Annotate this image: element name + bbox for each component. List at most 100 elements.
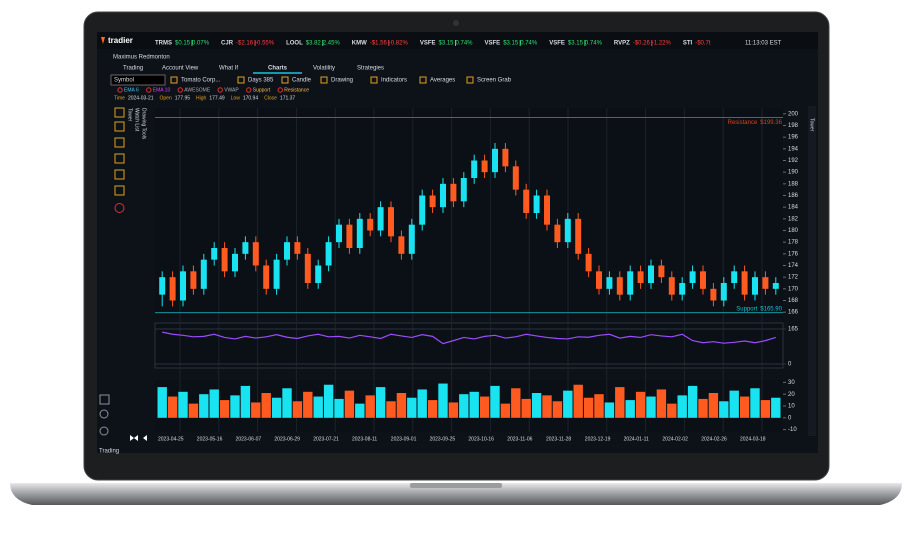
symbol-placeholder: Symbol [114, 78, 134, 84]
volume-bar [583, 397, 594, 418]
tab[interactable]: Trading [123, 66, 143, 72]
volume-bar [677, 395, 687, 418]
y-tick-label: 186 [788, 193, 799, 199]
y-tick-label: 172 [788, 275, 799, 281]
right-tab[interactable]: Tower [809, 118, 815, 132]
close-icon[interactable] [114, 203, 125, 213]
volume-bar [656, 389, 667, 418]
indicator: Support [253, 87, 271, 93]
ticker-change: -$0.7t [695, 41, 711, 47]
toolbar-icon [281, 76, 289, 84]
indicator-remove[interactable] [277, 87, 283, 93]
candle-body [460, 178, 467, 202]
ticker-percent: 0.74% [585, 41, 603, 47]
indicator-remove[interactable] [177, 87, 183, 93]
indicator: AWESOME [184, 87, 211, 93]
indicator-remove[interactable] [246, 87, 252, 93]
logo-icon [101, 37, 105, 44]
volume-bar [760, 400, 771, 418]
x-tick-label: 2023-08-11 [352, 436, 377, 442]
toolbar-icon [237, 76, 245, 84]
y-tick-label: 198 [788, 123, 799, 129]
scroll-arrows[interactable] [130, 435, 147, 441]
tab[interactable]: Strategies [357, 66, 384, 72]
candle-body [689, 271, 696, 283]
candle-body [762, 277, 769, 289]
candle-body [336, 224, 342, 243]
volume-bar [771, 397, 781, 418]
candle-body [169, 277, 176, 301]
symbol-input[interactable] [110, 74, 166, 86]
candle-body [575, 218, 582, 254]
indicator-remove[interactable] [146, 87, 152, 93]
volume-bar [698, 398, 708, 418]
volume-bar [219, 400, 230, 418]
toolbar-item[interactable]: Averages [430, 78, 455, 84]
volume-bar [407, 397, 417, 418]
x-tick-label: 2024-02-02 [662, 436, 688, 442]
side-tab[interactable]: Watch List [134, 108, 140, 132]
candle-body [658, 265, 665, 278]
quote-label: Open [160, 95, 172, 101]
volume-bar [511, 388, 521, 418]
volume-bar [635, 391, 646, 418]
volume-bar [448, 402, 459, 418]
toolbar-item[interactable]: Screen Grab [477, 78, 512, 84]
volume-bar [469, 391, 479, 418]
toolbar-item[interactable]: Tomato Corp... [181, 78, 221, 84]
toolbar-item[interactable]: Days 385 [248, 78, 274, 84]
x-tick-label: 2023-11-06 [507, 436, 532, 442]
clock: 11:13:03 EST [745, 41, 782, 47]
volume-bar [687, 385, 698, 418]
osc-tick-label: 165 [788, 327, 799, 333]
tab[interactable]: Charts [268, 66, 288, 72]
candle-body [408, 224, 415, 254]
volume-bar [386, 401, 396, 418]
ticker-symbol: VSFE [420, 41, 436, 47]
volume-bar [750, 388, 760, 418]
candle-body [492, 148, 498, 173]
bottom-tab[interactable]: Trading [99, 449, 119, 455]
indicator-remove[interactable] [117, 87, 123, 93]
volume-bar [334, 398, 344, 418]
volume-bar [157, 387, 167, 418]
toolbar-item[interactable]: Drawing [331, 78, 353, 84]
tab[interactable]: Account View [162, 66, 199, 72]
toolbar-item[interactable]: Indicators [381, 78, 407, 84]
vol-tick-label: 10 [788, 404, 795, 410]
account-name: Maximus Redmonton [113, 55, 170, 61]
side-tab[interactable]: Drawing Tools [141, 108, 147, 140]
volume-bar [573, 384, 583, 418]
candle-body [564, 218, 571, 243]
tab[interactable]: What If [219, 66, 238, 72]
tab[interactable]: Volatility [313, 66, 335, 72]
candle-body [616, 277, 623, 295]
y-tick-label: 182 [788, 216, 799, 222]
laptop-base [10, 483, 902, 505]
volume-bar [521, 398, 531, 418]
volume-bar [438, 383, 448, 418]
volume-bar [479, 396, 490, 418]
side-tab[interactable]: Tower [127, 108, 133, 122]
candle-body [679, 283, 686, 295]
volume-bar [178, 391, 188, 418]
toolbar-item[interactable]: Candle [292, 78, 312, 84]
ticker-symbol: STI [683, 41, 693, 47]
ticker-percent: -0.55% [255, 41, 275, 47]
indicator-remove[interactable] [217, 87, 223, 93]
candle-body [606, 277, 613, 289]
candle-body [512, 166, 519, 190]
candle-body [533, 195, 540, 213]
quote-value: 2024-03-21 [128, 95, 154, 101]
price-panel [155, 108, 783, 318]
candle-body [180, 271, 186, 301]
ticker-symbol: KMW [352, 41, 367, 47]
ticker-percent: 2.45% [323, 41, 341, 47]
candle-body [315, 265, 322, 283]
quote-label: Low [231, 95, 241, 101]
volume-bar [199, 394, 209, 418]
ticker-change: $3.15 [503, 41, 519, 47]
quote-value: 177.49 [209, 95, 225, 101]
indicator: EMA 10 [153, 87, 171, 93]
